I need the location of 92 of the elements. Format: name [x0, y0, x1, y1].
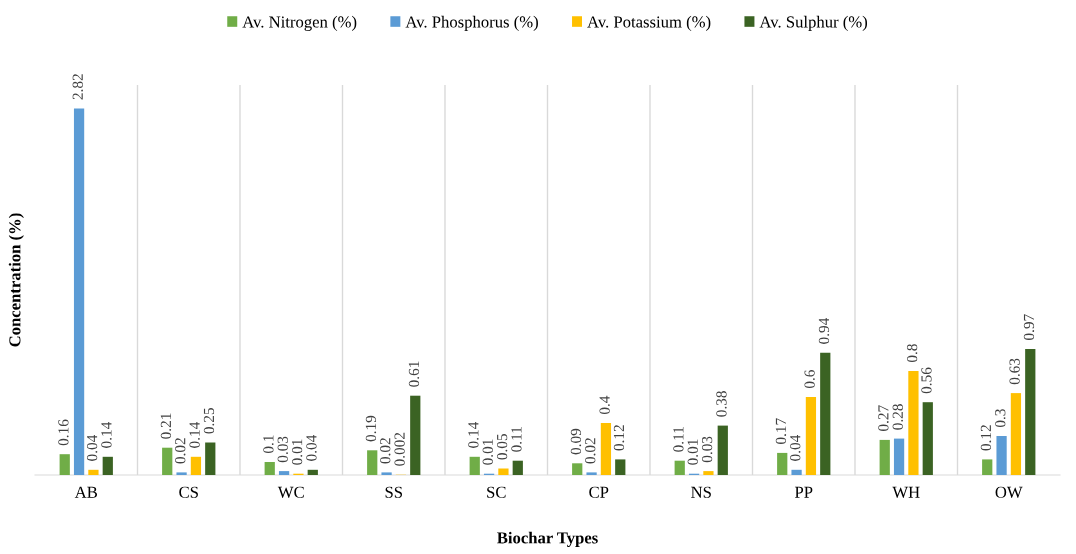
x-tick-label: WH [892, 486, 920, 498]
data-label: 0.03 [701, 436, 713, 463]
bar [410, 395, 421, 475]
data-label: 0.04 [790, 434, 801, 461]
data-label: 0.27 [878, 405, 889, 431]
data-label: 0.63 [1009, 358, 1020, 385]
data-label: 0.002 [394, 432, 405, 466]
data-label: 0.09 [570, 428, 582, 455]
bar [908, 371, 919, 475]
x-tick-label: PP [794, 486, 813, 498]
bar [1010, 393, 1022, 475]
data-label: 0.21 [160, 413, 172, 439]
data-label: 0.6 [804, 370, 815, 389]
data-label: 0.17 [775, 418, 787, 444]
data-label: 0.61 [408, 361, 420, 387]
x-tick-label: SS [385, 486, 402, 498]
bar [791, 469, 802, 475]
data-label: 0.28 [892, 404, 903, 430]
x-tick-label: WC [277, 486, 304, 498]
data-label: 0.1 [263, 435, 274, 454]
data-label: 0.12 [980, 425, 992, 451]
data-label: 0.11 [511, 427, 522, 452]
data-label: 0.97 [1023, 314, 1035, 340]
data-label: 0.14 [101, 421, 112, 448]
legend-label: Av. Nitrogen (%) [242, 15, 357, 31]
y-axis-title: Concentration (%) [8, 213, 24, 347]
bar [469, 456, 480, 475]
bar [922, 402, 933, 475]
bar [102, 456, 113, 475]
x-tick-label: NS [691, 486, 711, 498]
bar [615, 459, 626, 475]
data-label: 0.25 [203, 408, 215, 434]
bar [176, 472, 187, 475]
legend-label: Av. Potassium (%) [587, 15, 711, 31]
bar [893, 438, 905, 475]
bar [88, 469, 99, 475]
bar [367, 450, 378, 475]
bar [264, 462, 275, 475]
legend-label: Av. Sulphur (%) [759, 15, 868, 31]
x-tick-label: CS [179, 486, 198, 498]
data-label: 0.16 [58, 419, 69, 446]
bar [512, 460, 523, 475]
bar [879, 439, 890, 475]
bar [805, 397, 817, 475]
bar [190, 456, 202, 475]
bar [777, 452, 788, 475]
data-label: 0.94 [818, 317, 830, 344]
bar [59, 454, 70, 475]
bar [498, 468, 509, 475]
data-label: 0.01 [687, 439, 698, 465]
data-label: 0.12 [613, 425, 625, 451]
data-label: 0.01 [291, 439, 303, 465]
bar [381, 472, 392, 475]
x-tick-label: CP [589, 486, 609, 498]
bar [162, 447, 173, 475]
data-label: 0.14 [468, 421, 479, 448]
x-axis-title: Biochar Types [497, 531, 598, 547]
bar [205, 442, 216, 475]
bar [996, 436, 1007, 475]
data-label: 0.56 [921, 367, 932, 394]
bar [572, 463, 583, 475]
data-label: 0.01 [482, 439, 493, 465]
data-label: 0.04 [86, 434, 98, 461]
bar [73, 108, 85, 475]
data-label: 0.38 [716, 391, 727, 417]
data-label: 0.02 [175, 438, 186, 464]
bar [586, 472, 597, 475]
data-label: 0.19 [365, 415, 377, 442]
data-label: 0.03 [277, 436, 288, 463]
x-tick-label: AB [74, 486, 98, 498]
data-label: 0.3 [995, 409, 1006, 428]
bar [820, 352, 831, 475]
data-label: 0.8 [906, 344, 918, 363]
legend-label: Av. Phosphorus (%) [405, 15, 538, 31]
x-tick-label: OW [995, 486, 1023, 498]
data-label: 0.11 [673, 427, 684, 452]
bar [982, 459, 993, 475]
data-label: 0.02 [585, 438, 596, 464]
data-label: 2.82 [72, 74, 83, 100]
data-label: 0.4 [599, 395, 610, 415]
data-label: 0.14 [189, 421, 200, 448]
bar [307, 469, 318, 475]
data-label: 0.04 [306, 434, 317, 461]
bar [674, 460, 685, 475]
data-label: 0.05 [496, 434, 508, 460]
bar [703, 471, 714, 475]
bar [278, 471, 290, 475]
bar [600, 423, 612, 475]
bar [1025, 348, 1036, 475]
bar [717, 425, 728, 475]
x-tick-label: SC [487, 486, 506, 498]
data-label: 0.02 [380, 438, 391, 464]
